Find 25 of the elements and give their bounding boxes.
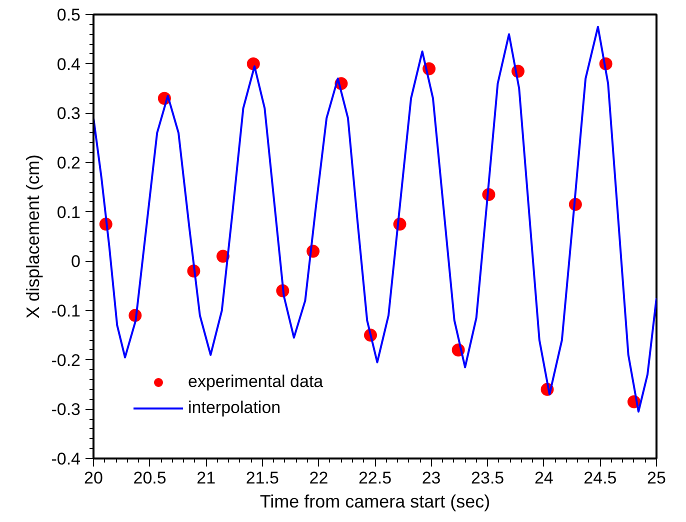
x-tick-label: 25 [647, 468, 666, 488]
y-tick-label: -0.4 [51, 450, 81, 468]
x-tick-label: 24.5 [584, 468, 617, 488]
x-tick-label: 20.5 [133, 468, 166, 488]
y-tick-label: 0.2 [56, 154, 81, 172]
y-tick-label: 0.5 [56, 6, 81, 24]
legend-label: interpolation [188, 398, 281, 418]
y-axis-title: X displacement (cm) [23, 154, 44, 319]
y-tick-label: 0.1 [56, 202, 81, 222]
y-tick-label: 0.3 [56, 104, 81, 124]
legend-label: experimental data [188, 372, 324, 392]
x-tick-label: 23 [422, 468, 441, 488]
y-tick-label: -0.1 [51, 302, 81, 320]
x-tick-label: 23.5 [471, 468, 504, 488]
x-tick-label: 21.5 [246, 468, 279, 488]
x-axis-title: Time from camera start (sec) [260, 492, 490, 512]
x-tick-label: 22.5 [358, 468, 392, 488]
y-tick-label: -0.3 [51, 400, 81, 420]
y-tick-label: -0.2 [51, 350, 81, 370]
y-tick-label: 0.4 [56, 54, 81, 74]
y-tick-label: 0 [71, 252, 81, 272]
x-tick-label: 20 [84, 468, 103, 488]
x-tick-label: 21 [196, 468, 216, 488]
x-tick-label: 24 [534, 468, 554, 488]
x-tick-label: 22 [309, 468, 328, 488]
